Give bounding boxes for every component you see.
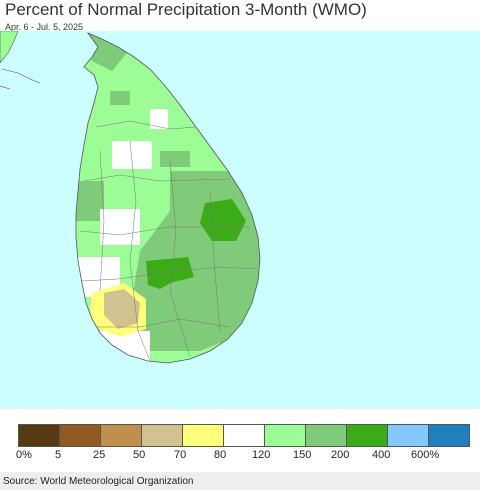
legend-label: 50 <box>133 449 146 461</box>
legend-swatch <box>265 425 306 446</box>
precipitation-map <box>0 31 480 409</box>
legend-label: 0% <box>16 449 32 461</box>
legend-label: 5 <box>55 449 62 461</box>
legend-color-bar <box>18 424 470 447</box>
legend-swatch <box>101 425 142 446</box>
legend-swatch <box>388 425 429 446</box>
map-subtitle: Apr. 6 - Jul. 5, 2025 <box>5 22 84 32</box>
legend-swatch <box>306 425 347 446</box>
legend-swatch <box>60 425 101 446</box>
legend-label: 200 <box>331 449 350 461</box>
legend-label: 600% <box>411 449 440 461</box>
island-fill <box>76 33 260 363</box>
legend-label: 400 <box>372 449 391 461</box>
legend-swatch <box>183 425 224 446</box>
island-outline <box>75 32 261 364</box>
legend-labels: 0% 5 25 50 70 80 120 150 200 400 600% <box>0 449 480 463</box>
footer-bar <box>0 472 480 490</box>
legend-swatch <box>142 425 183 446</box>
legend-swatch <box>224 425 265 446</box>
india-coast <box>0 31 19 64</box>
map-title: Percent of Normal Precipitation 3-Month … <box>5 0 367 19</box>
district-boundaries <box>79 120 259 362</box>
legend-label: 80 <box>214 449 227 461</box>
legend-label: 120 <box>252 449 271 461</box>
legend-swatch <box>19 425 60 446</box>
legend-swatch <box>347 425 388 446</box>
source-text: Source: World Meteorological Organizatio… <box>3 476 194 487</box>
india-coast-outline <box>0 68 41 90</box>
legend-label: 70 <box>174 449 187 461</box>
legend-label: 25 <box>93 449 106 461</box>
legend-label: 150 <box>293 449 312 461</box>
legend-swatch <box>429 425 469 446</box>
